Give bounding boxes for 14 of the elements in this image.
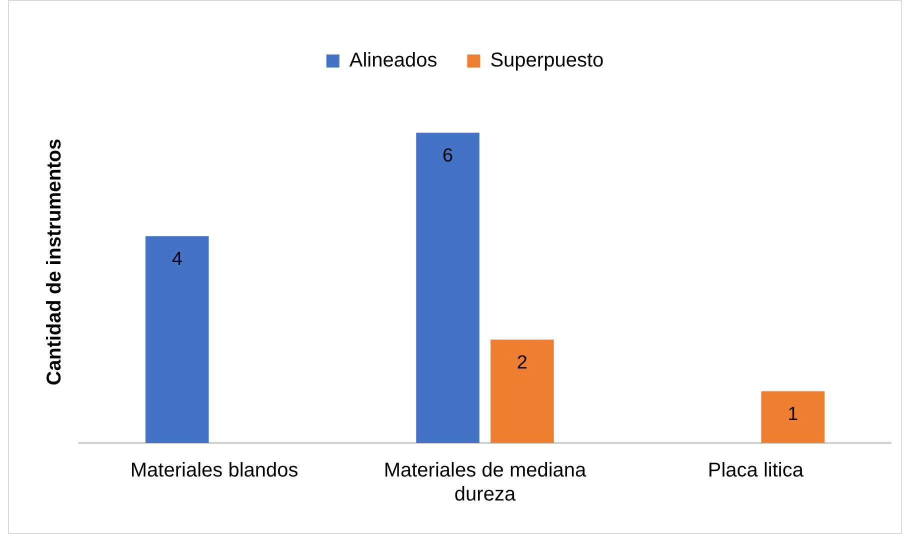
legend-label: Alineados xyxy=(349,50,438,72)
legend-label: Superpuesto xyxy=(490,50,604,72)
data-label: 2 xyxy=(516,352,528,374)
data-label: 4 xyxy=(172,248,183,270)
data-label: 6 xyxy=(442,145,454,166)
y-axis-title: Cantidad de instrumentos xyxy=(44,138,66,386)
bar xyxy=(490,340,554,443)
bar xyxy=(145,236,209,443)
x-tick-label: Placa litica xyxy=(708,460,804,482)
x-tick-label: Materiales de mediana dureza xyxy=(384,460,588,506)
bar xyxy=(416,132,480,443)
data-label: 1 xyxy=(788,404,798,426)
x-tick-label: Materiales blandos xyxy=(130,460,298,482)
bar xyxy=(761,391,825,443)
